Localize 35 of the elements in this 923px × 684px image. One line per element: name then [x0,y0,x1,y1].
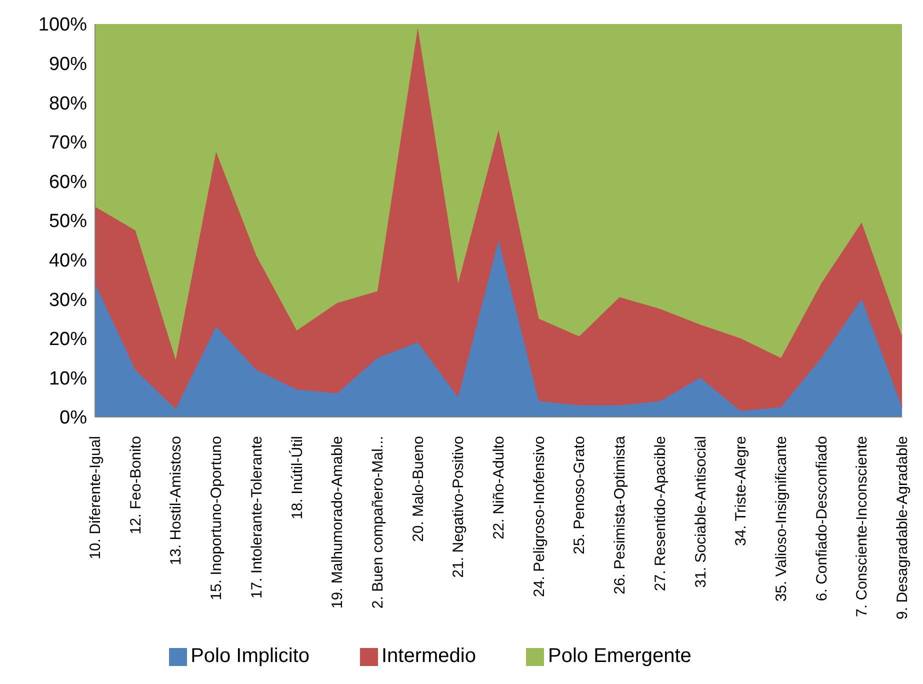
y-tick-label: 100% [38,14,88,36]
x-tick-label: 22. Niño-Adulto [490,436,508,540]
y-tick-label: 40% [48,250,88,272]
x-tick-label: 12. Feo-Bonito [127,436,144,534]
x-tick-label: 35. Valioso-Insignificante [772,436,790,602]
legend-label: Polo Implicito [190,645,310,667]
x-tick-label: 20. Malo-Bueno [410,436,427,542]
x-tick-label: 17. Intolerante-Tolerante [248,436,266,599]
x-tick-label: 34. Triste-Alegre [732,436,750,546]
x-tick-label: 7. Consciente-Inconsciente [854,436,871,617]
x-tick-label: 24. Peligroso-Inofensivo [530,436,548,597]
y-tick-label: 10% [48,368,88,390]
x-tick-label: 9. Desagradable-Agradable [894,436,911,620]
x-tick-label: 26. Pesimista-Optimista [612,435,629,594]
y-tick-label: 70% [48,132,88,154]
y-tick-label: 80% [48,93,88,114]
x-tick-label: 10. Diferente-Igual [87,436,104,560]
y-tick-label: 90% [48,54,88,76]
y-tick-label: 60% [48,172,88,193]
x-tick-label: 21. Negativo-Positivo [450,436,468,578]
y-tick-label: 50% [48,211,88,232]
y-tick-label: 0% [60,408,88,429]
x-tick-label: 2. Buen compañero-Mal... [369,436,386,609]
x-tick-label: 18. Inútil-Útil [288,436,306,520]
x-tick-label: 15. Inoportuno-Oportuno [208,436,226,600]
y-tick-label: 20% [48,329,88,350]
x-tick-label: 19. Malhumorado-Amable [329,436,346,609]
x-tick-label: 27. Resentido-Apacible [652,436,669,592]
legend-label: Polo Emergente [548,645,692,667]
y-tick-label: 30% [48,290,88,311]
x-tick-label: 6. Confiado-Desconfiado [813,436,830,602]
legend-label: Intermedio [382,645,476,667]
x-tick-label: 31. Sociable-Antisocial [692,436,710,588]
x-tick-label: 13. Hostil-Amistoso [168,436,185,566]
x-tick-label: 25. Penoso-Grato [571,436,588,554]
